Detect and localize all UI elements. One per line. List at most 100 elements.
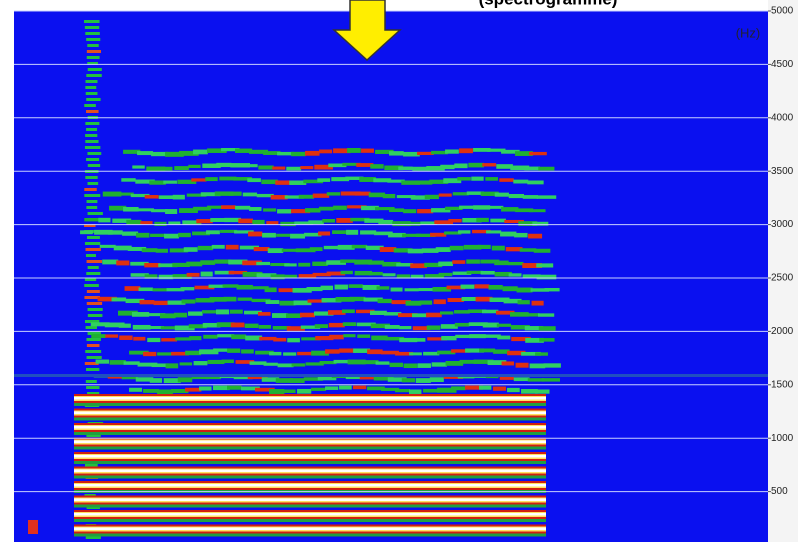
- texture: [238, 297, 253, 300]
- texture: [340, 259, 355, 262]
- texture: [85, 176, 97, 179]
- texture: [378, 299, 392, 303]
- texture: [481, 271, 495, 275]
- texture: [87, 260, 103, 263]
- texture: [238, 219, 253, 224]
- texture: [299, 195, 314, 199]
- texture: [349, 284, 363, 288]
- texture: [479, 386, 491, 390]
- texture: [517, 288, 533, 293]
- texture: [154, 222, 166, 226]
- texture: [237, 285, 253, 290]
- texture: [87, 290, 100, 293]
- y-tick-label: 4500: [771, 59, 794, 70]
- texture: [321, 286, 334, 290]
- texture: [369, 272, 383, 275]
- page: {"chart_data": {"type": "spectrogram", "…: [0, 0, 798, 542]
- texture: [378, 220, 393, 224]
- texture: [333, 206, 347, 210]
- texture: [14, 374, 768, 377]
- texture: [313, 194, 329, 198]
- texture: [524, 313, 539, 316]
- texture: [398, 167, 412, 171]
- texture: [258, 165, 273, 169]
- texture: [395, 389, 410, 392]
- texture: [486, 230, 501, 233]
- texture: [493, 387, 506, 391]
- texture: [178, 233, 191, 237]
- texture: [280, 301, 296, 306]
- texture: [503, 286, 518, 291]
- texture: [87, 152, 101, 155]
- texture: [88, 212, 103, 215]
- texture: [200, 260, 215, 265]
- texture: [166, 363, 179, 368]
- texture: [286, 313, 302, 318]
- texture: [254, 247, 270, 251]
- texture: [182, 299, 196, 303]
- texture: [74, 484, 546, 487]
- texture: [159, 275, 174, 280]
- texture: [165, 209, 177, 214]
- texture: [509, 194, 524, 198]
- texture: [282, 249, 298, 252]
- texture: [542, 378, 560, 381]
- texture: [84, 218, 100, 221]
- texture: [85, 86, 96, 89]
- texture: [329, 323, 345, 327]
- texture: [404, 363, 418, 368]
- texture: [535, 389, 549, 393]
- texture: [284, 263, 296, 266]
- texture: [497, 336, 510, 340]
- texture: [88, 308, 103, 311]
- texture: [84, 284, 99, 287]
- texture: [194, 361, 208, 365]
- y-unit: (Hz): [736, 25, 761, 40]
- texture: [88, 164, 100, 167]
- texture: [223, 284, 239, 287]
- texture: [408, 249, 423, 254]
- texture: [457, 177, 471, 180]
- texture: [495, 193, 509, 197]
- texture: [335, 285, 348, 290]
- texture: [352, 245, 367, 249]
- texture: [74, 461, 546, 464]
- texture: [87, 236, 100, 239]
- texture: [361, 149, 374, 153]
- texture: [229, 192, 242, 196]
- texture: [266, 221, 278, 224]
- texture: [539, 338, 554, 342]
- texture: [479, 349, 495, 353]
- texture: [476, 218, 489, 222]
- texture: [85, 248, 100, 251]
- texture: [85, 32, 100, 35]
- texture: [140, 300, 155, 304]
- texture: [280, 222, 296, 226]
- texture: [530, 363, 546, 368]
- texture: [87, 44, 98, 47]
- texture: [84, 104, 96, 107]
- texture: [123, 207, 139, 212]
- texture: [206, 230, 220, 234]
- texture: [341, 271, 353, 274]
- texture: [371, 336, 387, 341]
- texture: [256, 262, 270, 265]
- texture: [466, 259, 480, 263]
- texture: [88, 182, 99, 185]
- texture: [532, 301, 544, 306]
- texture: [74, 528, 546, 531]
- texture: [475, 284, 490, 288]
- texture: [184, 247, 198, 252]
- texture: [203, 335, 217, 339]
- texture: [273, 338, 286, 342]
- texture: [490, 219, 506, 223]
- texture: [527, 180, 543, 184]
- texture: [119, 324, 131, 328]
- texture: [74, 447, 546, 450]
- y-tick-label: 2000: [771, 326, 794, 337]
- texture: [143, 389, 159, 393]
- texture: [383, 273, 396, 276]
- texture: [516, 363, 529, 368]
- texture: [423, 352, 439, 356]
- texture: [430, 233, 446, 237]
